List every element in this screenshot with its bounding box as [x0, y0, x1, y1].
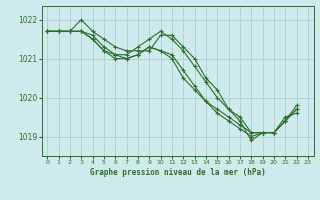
X-axis label: Graphe pression niveau de la mer (hPa): Graphe pression niveau de la mer (hPa)	[90, 168, 266, 177]
